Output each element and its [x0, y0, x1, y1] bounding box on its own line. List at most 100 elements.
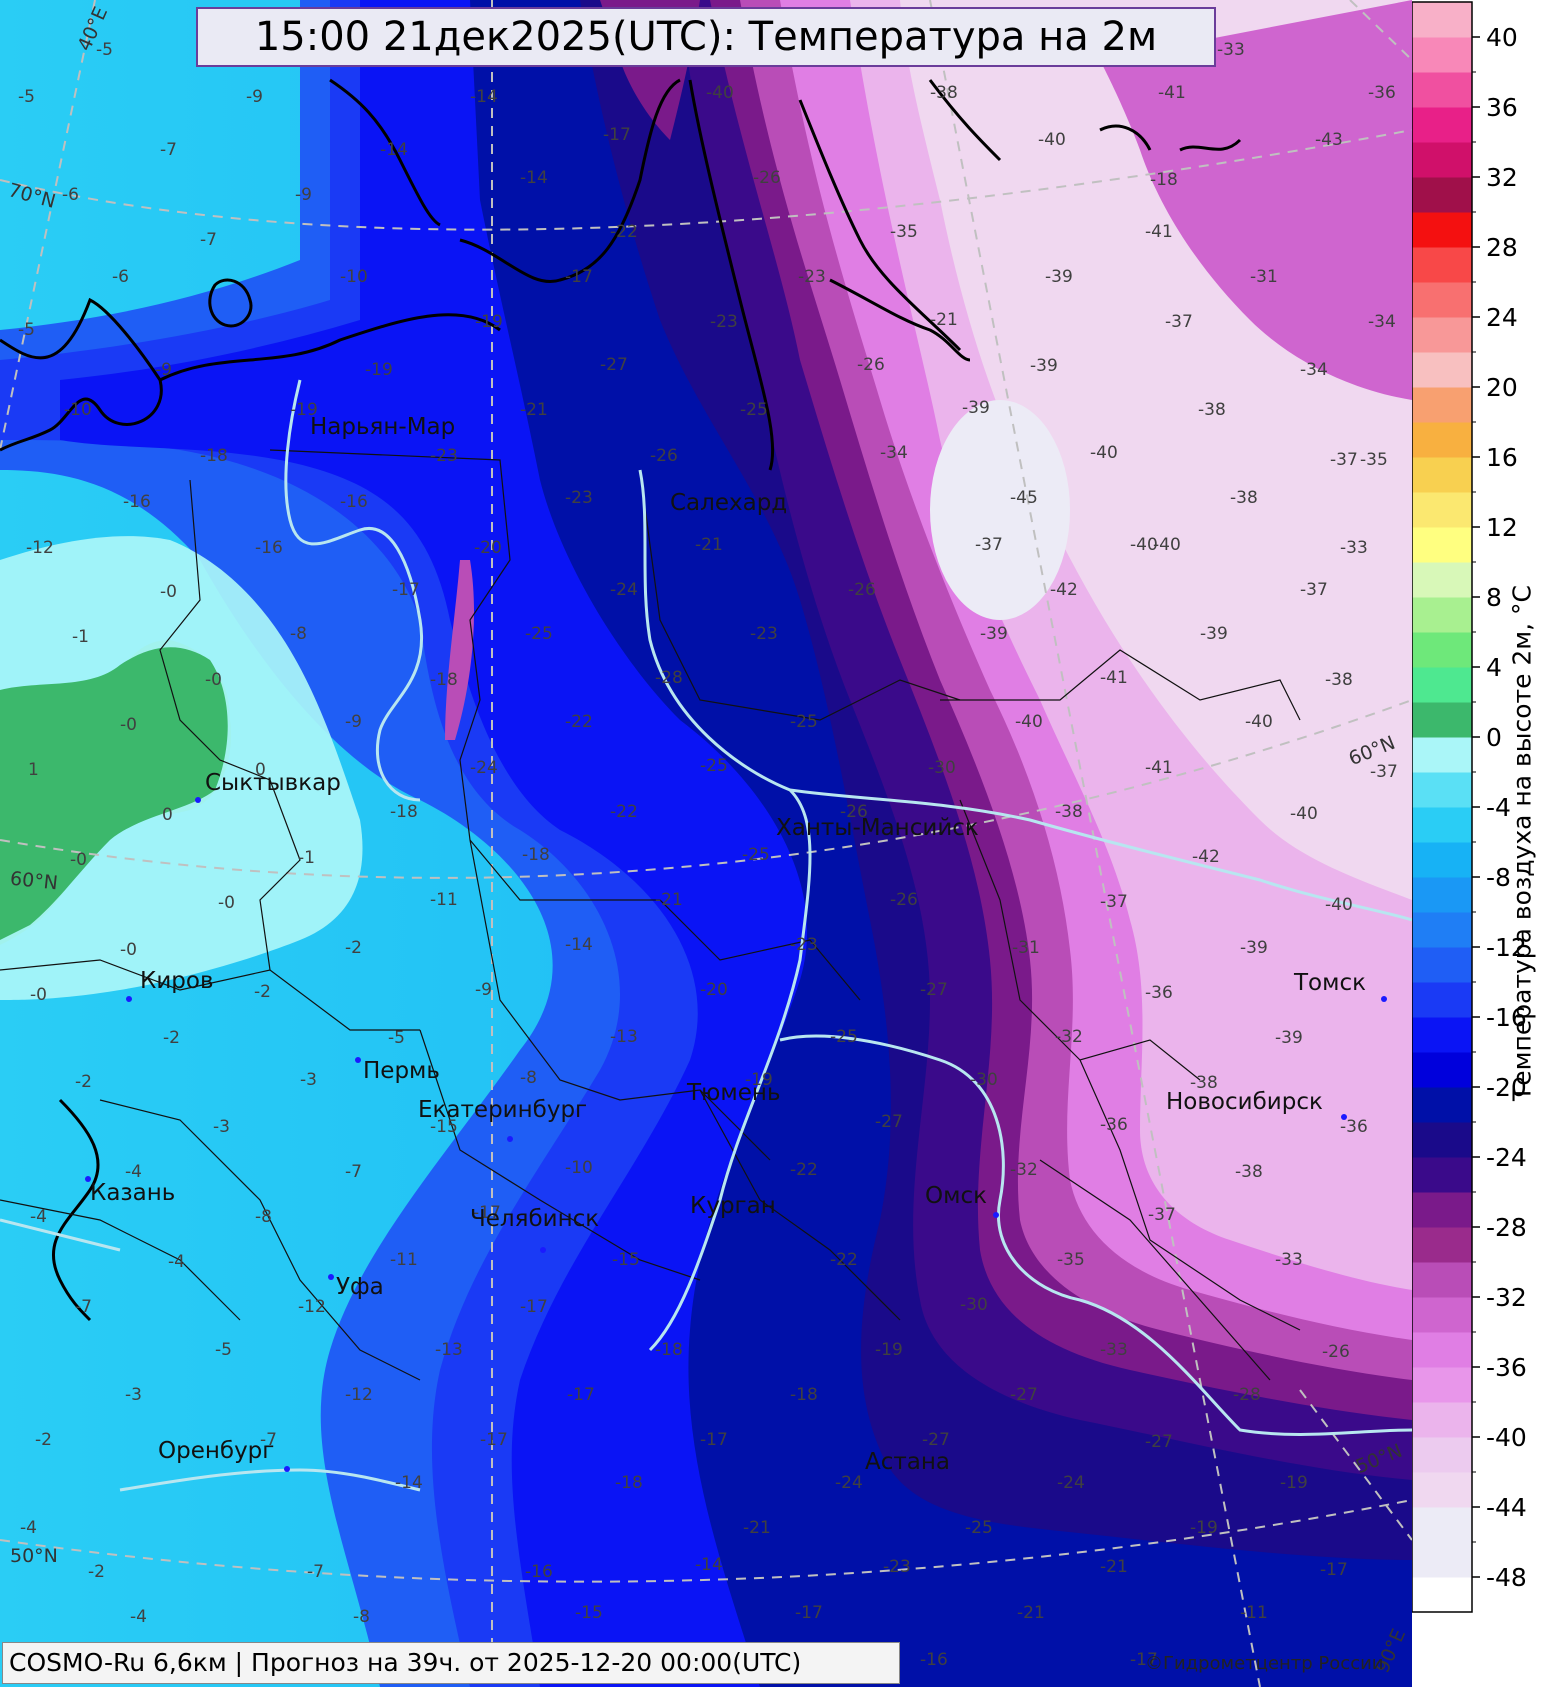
- temperature-value-label: -40: [1038, 130, 1066, 150]
- colorbar-bin: [1412, 457, 1472, 493]
- temperature-value-label: -0: [70, 850, 87, 870]
- colorbar-bin: [1412, 1192, 1472, 1228]
- temperature-value-label: -32: [1010, 1160, 1038, 1180]
- cold-tongue-urals: [445, 560, 475, 740]
- city-label-kazan: Казань: [90, 1180, 176, 1206]
- city-label-tomsk: Томск: [1294, 970, 1367, 996]
- colorbar-bin: [1412, 947, 1472, 983]
- temperature-value-label: -17: [520, 1297, 548, 1317]
- temperature-value-label: -26: [650, 446, 678, 466]
- temperature-value-label: -37: [975, 535, 1003, 555]
- temperature-value-label: -40: [1290, 804, 1318, 824]
- colorbar-bin: [1412, 1437, 1472, 1473]
- temperature-value-label: -16: [123, 492, 151, 512]
- colorbar-bin: [1412, 737, 1472, 773]
- temperature-value-label: -38: [1230, 488, 1258, 508]
- temperature-value-label: -39: [1045, 267, 1073, 287]
- copyright-notice: ©Гидрометцентр России: [1145, 1653, 1384, 1674]
- colorbar-bin: [1412, 2, 1472, 38]
- temperature-value-label: -30: [928, 758, 956, 778]
- temperature-value-label: -18: [522, 845, 550, 865]
- colorbar-tick-label: -40: [1486, 1423, 1527, 1452]
- temperature-value-label: -33: [1275, 1250, 1303, 1270]
- city-label-kirov: Киров: [140, 968, 214, 994]
- colorbar-bin: [1412, 142, 1472, 178]
- temperature-value-label: -6: [112, 267, 129, 287]
- city-label-omsk: Омск: [925, 1183, 987, 1209]
- temperature-value-label: -27: [920, 980, 948, 1000]
- temperature-value-label: -14: [380, 140, 408, 160]
- colorbar-bin: [1412, 1332, 1472, 1368]
- temperature-value-label: -2: [163, 1028, 180, 1048]
- temperature-value-label: -5: [18, 320, 35, 340]
- temperature-value-label: -25: [790, 712, 818, 732]
- temperature-value-label: -26: [857, 355, 885, 375]
- temperature-value-label: -23: [883, 1557, 911, 1577]
- temperature-value-label: -36: [1340, 1117, 1368, 1137]
- colorbar-bin: [1412, 422, 1472, 458]
- temperature-value-label: -19: [1280, 1473, 1308, 1493]
- city-dot-orenburg: [284, 1466, 290, 1472]
- temperature-value-label: -0: [120, 940, 137, 960]
- temperature-value-label: -31: [1012, 938, 1040, 958]
- temperature-value-label: -10: [64, 400, 92, 420]
- temperature-value-label: 1: [28, 760, 39, 780]
- temperature-value-label: -22: [610, 222, 638, 242]
- temperature-value-label: -8: [255, 1207, 272, 1227]
- city-dot-ufa: [328, 1274, 334, 1280]
- colorbar-tick-label: 8: [1486, 583, 1502, 612]
- temperature-value-label: -10: [565, 1158, 593, 1178]
- temperature-value-label: -42: [1192, 847, 1220, 867]
- temperature-value-label: -5: [388, 1028, 405, 1048]
- temperature-value-label: -13: [435, 1340, 463, 1360]
- colorbar-tick-label: -12: [1486, 933, 1527, 962]
- city-dot-chelyabinsk: [540, 1247, 546, 1253]
- temperature-value-label: -20: [700, 980, 728, 1000]
- temperature-value-label: -4: [125, 1162, 142, 1182]
- temperature-value-label: -27: [1145, 1432, 1173, 1452]
- temperature-value-label: -41: [1158, 83, 1186, 103]
- temperature-value-label: -0: [160, 582, 177, 602]
- temperature-value-label: -2: [88, 1562, 105, 1582]
- temperature-value-label: -19: [475, 312, 503, 332]
- colorbar-bin: [1412, 1297, 1472, 1333]
- colorbar-tick-label: -4: [1486, 793, 1511, 822]
- temperature-value-label: -11: [430, 890, 458, 910]
- colorbar-bin: [1412, 1577, 1472, 1613]
- temperature-value-label: -38: [1198, 400, 1226, 420]
- temperature-value-label: -36: [1368, 83, 1396, 103]
- temperature-value-label: -39: [1240, 938, 1268, 958]
- temperature-value-label: -26: [848, 580, 876, 600]
- temperature-value-label: -14: [395, 1473, 423, 1493]
- temperature-value-label: -5: [215, 1340, 232, 1360]
- colorbar-bin: [1412, 282, 1472, 318]
- temperature-map: 40°E 70°N 60°N 60°N 50°N 50°N 90°E -5 -9-…: [0, 0, 1412, 1687]
- colorbar-bin: [1412, 1367, 1472, 1403]
- colorbar-bin: [1412, 317, 1472, 353]
- temperature-value-label: -3: [300, 1070, 317, 1090]
- city-label-tyumen: Тюмень: [687, 1080, 781, 1106]
- temperature-value-label: -23: [750, 624, 778, 644]
- colorbar-tick-label: 4: [1486, 653, 1502, 682]
- temperature-value-label: -30: [970, 1070, 998, 1090]
- city-label-salekhard: Салехард: [670, 490, 788, 516]
- city-label-novosibirsk: Новосибирск: [1166, 1089, 1323, 1115]
- temperature-value-label: -17: [480, 1430, 508, 1450]
- temperature-value-label: -38: [1190, 1073, 1218, 1093]
- temperature-value-label: -17: [1130, 1650, 1158, 1670]
- temperature-value-label: -40: [1245, 712, 1273, 732]
- temperature-value-label: -38: [1325, 670, 1353, 690]
- temperature-value-label: -24: [470, 758, 498, 778]
- city-label-astana: Астана: [865, 1449, 951, 1475]
- city-label-khanty-mansiysk: Ханты-Мансийск: [776, 815, 979, 841]
- temperature-value-label: -9: [345, 712, 362, 732]
- colorbar-tick-label: 40: [1486, 23, 1518, 52]
- temperature-value-label: -27: [875, 1112, 903, 1132]
- city-dot-omsk: [993, 1212, 999, 1218]
- temperature-value-label: -34: [1368, 312, 1396, 332]
- temperature-field: [0, 0, 1412, 1687]
- temperature-value-label: -1: [298, 848, 315, 868]
- temperature-value-label: -8: [520, 1068, 537, 1088]
- colorbar-axis-title: Температура воздуха на высоте 2м, °C: [1507, 584, 1537, 1102]
- temperature-value-label: -19: [1190, 1518, 1218, 1538]
